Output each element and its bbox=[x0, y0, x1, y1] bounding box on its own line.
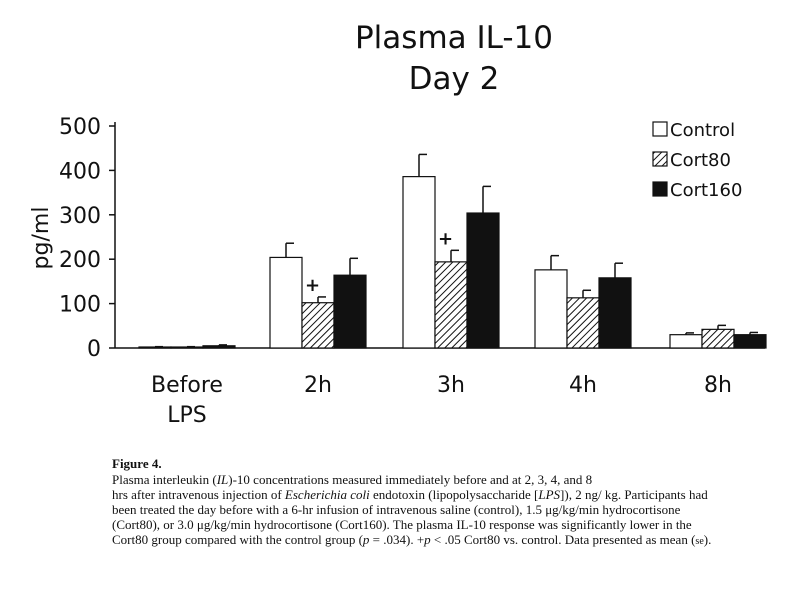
x-tick-label: 8h bbox=[704, 373, 732, 398]
y-tick-label: 200 bbox=[59, 248, 101, 273]
y-tick-label: 100 bbox=[59, 293, 101, 318]
legend: Control Cort80 Cort160 bbox=[652, 120, 742, 201]
caption-text: Plasma interleukin (IL)-10 concentration… bbox=[112, 472, 712, 547]
x-tick-label: Before bbox=[151, 373, 223, 398]
bar-cort160 bbox=[733, 334, 767, 349]
y-tick-label: 500 bbox=[59, 115, 101, 140]
chart: Plasma IL-10 Day 2 pg/ml 0 100 200 300 400 50… bbox=[29, 20, 767, 428]
bar-cort160 bbox=[598, 277, 632, 349]
legend-swatch-cort80 bbox=[652, 151, 668, 167]
bar-cort160 bbox=[202, 345, 236, 349]
bar-cort80 bbox=[434, 261, 468, 349]
x-tick-label: 3h bbox=[437, 373, 465, 398]
bar-control bbox=[534, 269, 568, 349]
bar-cort80 bbox=[301, 302, 335, 349]
y-axis-label: pg/ml bbox=[29, 207, 54, 270]
chart-title-line-2: Day 2 bbox=[409, 61, 500, 97]
x-tick-label: 4h bbox=[569, 373, 597, 398]
figure-label: Figure 4. bbox=[112, 456, 162, 471]
chart-title-line-1: Plasma IL-10 bbox=[355, 20, 553, 56]
legend-swatch-control bbox=[652, 121, 668, 137]
bar-cort160 bbox=[333, 274, 367, 349]
bar-cort80 bbox=[566, 297, 600, 349]
legend-label-cort160: Cort160 bbox=[670, 180, 742, 201]
y-tick-label: 400 bbox=[59, 159, 101, 184]
x-tick-label: LPS bbox=[167, 403, 207, 428]
bar-control bbox=[269, 256, 303, 349]
x-tick-label: 2h bbox=[304, 373, 332, 398]
legend-label-control: Control bbox=[670, 120, 735, 141]
bar-cort80 bbox=[701, 328, 735, 349]
y-tick-label: 0 bbox=[87, 337, 101, 362]
y-tick-label: 300 bbox=[59, 204, 101, 229]
significance-marker: + bbox=[305, 275, 320, 296]
bar-control bbox=[402, 176, 436, 349]
plot-area: 0 100 200 300 400 500 Before LPS 2h 3h 4h 8h + + bbox=[59, 115, 767, 428]
bar-control bbox=[669, 334, 703, 349]
significance-marker: + bbox=[438, 228, 453, 249]
figure-caption: Figure 4. Plasma interleukin (IL)-10 con… bbox=[112, 456, 712, 549]
bar-cort160 bbox=[466, 212, 500, 349]
legend-swatch-cort160 bbox=[652, 181, 668, 197]
legend-label-cort80: Cort80 bbox=[670, 150, 731, 171]
